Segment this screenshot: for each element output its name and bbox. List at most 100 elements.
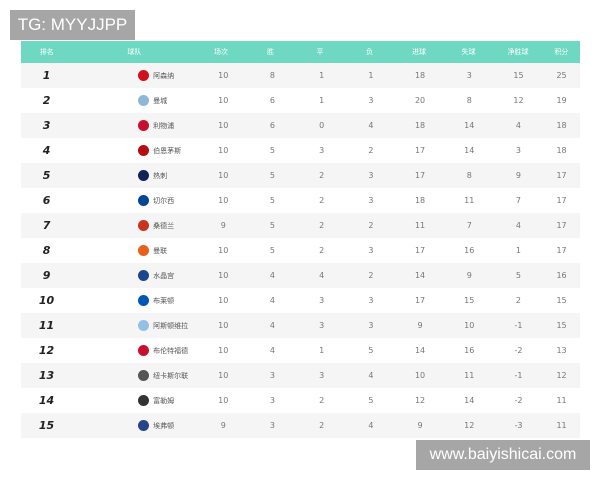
team-cell: 曼城 bbox=[72, 95, 199, 106]
table-row: 5 热刺 10 5 2 3 17 8 9 17 bbox=[21, 163, 580, 188]
points: 17 bbox=[556, 171, 567, 180]
header-goals-against: 失球 bbox=[461, 48, 476, 56]
team-logo-icon bbox=[138, 420, 150, 431]
won: 5 bbox=[269, 196, 275, 205]
points: 17 bbox=[556, 221, 567, 230]
table-row: 10 布莱顿 10 4 3 3 17 15 2 15 bbox=[21, 288, 580, 313]
drawn: 3 bbox=[319, 296, 325, 305]
team-name: 切尔西 bbox=[153, 196, 175, 205]
goals-against: 14 bbox=[464, 396, 475, 405]
goals-for: 17 bbox=[414, 171, 426, 180]
goals-against: 10 bbox=[464, 321, 475, 330]
played: 10 bbox=[218, 396, 229, 405]
goals-against: 7 bbox=[466, 221, 472, 230]
played: 10 bbox=[218, 171, 229, 180]
header-goals-for: 进球 bbox=[412, 48, 427, 56]
won: 6 bbox=[269, 121, 275, 130]
won: 5 bbox=[269, 221, 275, 230]
lost: 1 bbox=[368, 71, 374, 80]
rank: 4 bbox=[42, 144, 51, 157]
goal-diff: 1 bbox=[515, 246, 522, 255]
goals-for: 11 bbox=[414, 221, 426, 230]
team-name: 布莱顿 bbox=[153, 296, 175, 305]
goal-diff: -1 bbox=[514, 371, 523, 380]
header-played: 场次 bbox=[213, 48, 228, 56]
drawn: 2 bbox=[319, 396, 325, 405]
team-name: 热刺 bbox=[153, 171, 168, 180]
played: 10 bbox=[218, 271, 229, 280]
table-row: 13 纽卡斯尔联 10 3 3 4 10 11 -1 12 bbox=[21, 363, 580, 388]
goals-for: 17 bbox=[414, 146, 426, 155]
drawn: 3 bbox=[319, 146, 325, 155]
standings-table: 排名 球队 场次 胜 平 负 进球 失球 净胜球 积分 1 阿森纳 10 8 1 1 18 3… bbox=[21, 41, 580, 438]
goals-for: 17 bbox=[414, 246, 426, 255]
rank: 2 bbox=[42, 94, 51, 107]
goals-for: 18 bbox=[414, 71, 426, 80]
points: 18 bbox=[556, 146, 567, 155]
goals-against: 8 bbox=[466, 171, 472, 180]
rank: 8 bbox=[42, 244, 51, 257]
header-team: 球队 bbox=[127, 48, 142, 56]
played: 10 bbox=[218, 196, 229, 205]
rank: 13 bbox=[38, 369, 55, 382]
lost: 4 bbox=[368, 371, 374, 380]
played: 10 bbox=[218, 121, 229, 130]
played: 10 bbox=[218, 371, 229, 380]
header-points: 积分 bbox=[554, 48, 569, 56]
goals-for: 9 bbox=[417, 421, 423, 430]
won: 3 bbox=[269, 396, 275, 405]
lost: 2 bbox=[368, 146, 374, 155]
rank: 15 bbox=[38, 419, 55, 432]
played: 10 bbox=[218, 296, 229, 305]
goals-against: 9 bbox=[466, 271, 472, 280]
table-row: 6 切尔西 10 5 2 3 18 11 7 17 bbox=[21, 188, 580, 213]
goals-against: 16 bbox=[464, 346, 475, 355]
team-logo-icon bbox=[138, 195, 150, 206]
points: 11 bbox=[556, 421, 567, 430]
goals-for: 20 bbox=[414, 96, 426, 105]
points: 17 bbox=[556, 246, 567, 255]
drawn: 3 bbox=[319, 321, 325, 330]
lost: 3 bbox=[368, 171, 374, 180]
won: 4 bbox=[269, 271, 275, 280]
header-lost: 负 bbox=[366, 48, 374, 56]
team-logo-icon bbox=[138, 220, 150, 231]
goals-against: 11 bbox=[464, 371, 475, 380]
lost: 3 bbox=[368, 296, 374, 305]
header-drawn: 平 bbox=[316, 48, 324, 56]
table-row: 8 曼联 10 5 2 3 17 16 1 17 bbox=[21, 238, 580, 263]
played: 9 bbox=[220, 421, 226, 430]
header-goal-diff: 净胜球 bbox=[507, 48, 529, 56]
table-row: 14 富勒姆 10 3 2 5 12 14 -2 11 bbox=[21, 388, 580, 413]
goal-diff: 12 bbox=[513, 96, 524, 105]
played: 10 bbox=[218, 71, 229, 80]
won: 4 bbox=[269, 321, 275, 330]
lost: 4 bbox=[368, 421, 374, 430]
table-row: 9 水晶宫 10 4 4 2 14 9 5 16 bbox=[21, 263, 580, 288]
team-logo-icon bbox=[138, 70, 150, 81]
team-cell: 纽卡斯尔联 bbox=[72, 370, 199, 381]
won: 4 bbox=[269, 296, 275, 305]
team-cell: 切尔西 bbox=[72, 195, 199, 206]
drawn: 2 bbox=[319, 421, 325, 430]
goal-diff: -2 bbox=[514, 396, 523, 405]
points: 15 bbox=[556, 296, 567, 305]
goal-diff: -3 bbox=[514, 421, 523, 430]
team-logo-icon bbox=[138, 295, 150, 306]
team-cell: 桑德兰 bbox=[72, 220, 199, 231]
rank: 12 bbox=[38, 344, 55, 357]
team-cell: 伯恩茅斯 bbox=[72, 145, 199, 156]
team-name: 伯恩茅斯 bbox=[153, 146, 182, 155]
rank: 3 bbox=[42, 119, 51, 132]
team-logo-icon bbox=[138, 170, 150, 181]
goal-diff: 15 bbox=[513, 71, 524, 80]
team-cell: 布伦特福德 bbox=[72, 345, 199, 356]
goal-diff: 5 bbox=[515, 271, 522, 280]
goal-diff: 9 bbox=[515, 171, 522, 180]
points: 12 bbox=[556, 371, 567, 380]
won: 4 bbox=[269, 346, 275, 355]
goals-for: 14 bbox=[414, 346, 426, 355]
rank: 10 bbox=[38, 294, 55, 307]
drawn: 3 bbox=[319, 371, 325, 380]
team-name: 曼联 bbox=[153, 246, 168, 255]
